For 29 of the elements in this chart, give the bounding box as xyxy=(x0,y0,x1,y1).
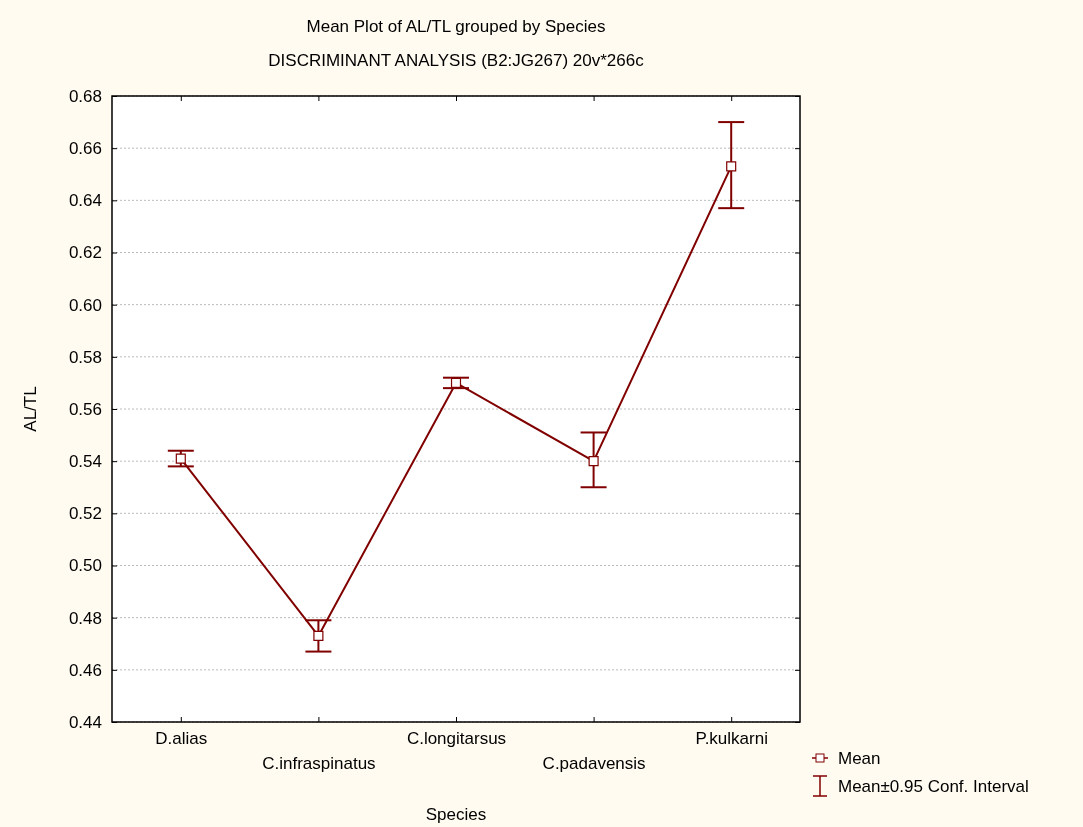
x-tick-label: C.longitarsus xyxy=(406,728,507,748)
y-tick-label: 0.50 xyxy=(68,556,102,576)
x-tick-label: C.infraspinatus xyxy=(262,754,376,774)
point xyxy=(450,377,462,388)
y-tick-label: 0.46 xyxy=(68,660,102,680)
chart-subtitle: DISCRIMINANT ANALYSIS (B2:JG267) 20v*266c xyxy=(268,51,645,70)
y-tick-label: 0.54 xyxy=(68,452,102,472)
point xyxy=(726,161,737,172)
point xyxy=(313,630,324,641)
x-axis-title: Species xyxy=(425,805,487,824)
x-tick-label: C.padavensis xyxy=(542,754,646,774)
legend-label: Mean xyxy=(838,749,881,768)
y-tick-label: 0.62 xyxy=(68,243,102,263)
chart-title: Mean Plot of AL/TL grouped by Species xyxy=(306,17,606,36)
y-tick-label: 0.66 xyxy=(68,139,102,159)
y-axis-title: AL/TL xyxy=(21,386,40,432)
x-tick-label: D.alias xyxy=(155,728,208,748)
y-tick-label: 0.52 xyxy=(68,504,102,524)
y-tick-label: 0.48 xyxy=(68,608,102,628)
x-tick-label: P.kulkarni xyxy=(695,728,768,748)
y-tick-label: 0.60 xyxy=(68,295,102,315)
y-tick-label: 0.58 xyxy=(68,347,102,367)
y-tick-label: 0.56 xyxy=(68,399,102,419)
y-tick-label: 0.44 xyxy=(68,712,102,732)
text: Mean±0.95 Conf. Interval xyxy=(838,777,1029,796)
point xyxy=(588,456,599,467)
y-tick-label: 0.64 xyxy=(68,191,102,211)
point xyxy=(175,453,186,464)
y-tick-label: 0.68 xyxy=(68,86,102,106)
